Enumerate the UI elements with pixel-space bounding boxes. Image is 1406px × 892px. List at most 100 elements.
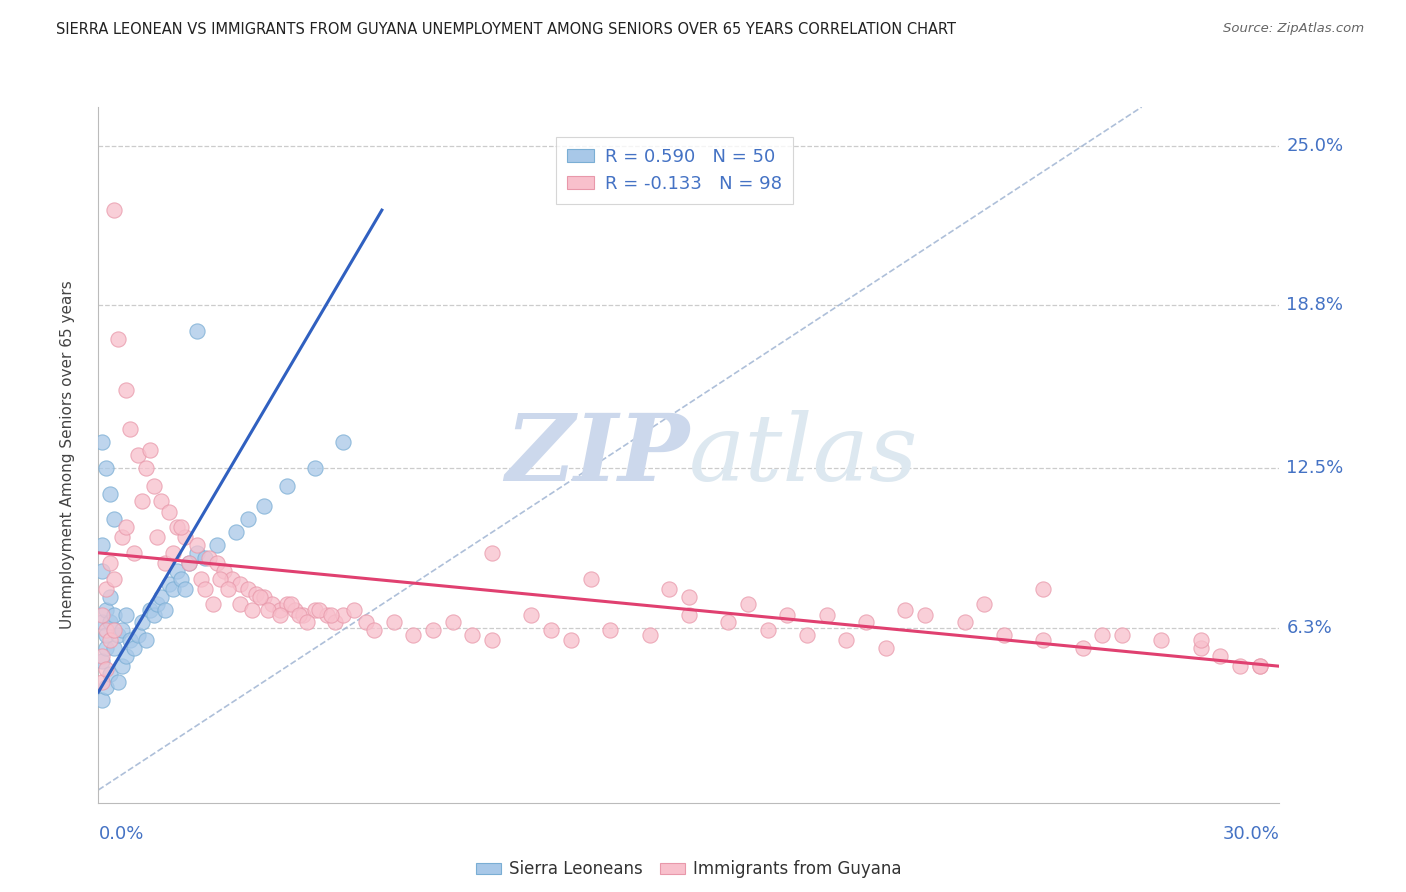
Point	[205, 538, 228, 552]
Point	[166, 520, 188, 534]
Point	[142, 479, 165, 493]
Point	[98, 590, 121, 604]
Point	[103, 512, 125, 526]
Point	[382, 615, 405, 630]
Point	[269, 607, 291, 622]
Point	[481, 633, 503, 648]
Point	[118, 422, 141, 436]
Point	[98, 556, 121, 570]
Point	[197, 551, 219, 566]
Point	[256, 602, 278, 616]
Point	[236, 512, 259, 526]
Point	[98, 633, 121, 648]
Point	[1229, 659, 1251, 673]
Point	[276, 598, 298, 612]
Point	[1150, 633, 1173, 648]
Point	[240, 602, 263, 616]
Point	[236, 582, 259, 596]
Point	[855, 615, 877, 630]
Point	[127, 628, 149, 642]
Point	[717, 615, 740, 630]
Point	[166, 564, 188, 578]
Point	[520, 607, 543, 622]
Point	[111, 623, 134, 637]
Point	[96, 641, 118, 656]
Point	[142, 607, 165, 622]
Point	[103, 623, 125, 637]
Point	[835, 633, 858, 648]
Point	[304, 460, 326, 475]
Point	[111, 530, 134, 544]
Point	[170, 520, 193, 534]
Point	[225, 525, 247, 540]
Point	[678, 590, 700, 604]
Point	[319, 607, 342, 622]
Point	[201, 598, 224, 612]
Point	[91, 648, 114, 663]
Point	[111, 659, 134, 673]
Point	[269, 602, 291, 616]
Point	[540, 623, 562, 637]
Point	[284, 602, 307, 616]
Point	[96, 680, 118, 694]
Point	[756, 623, 779, 637]
Point	[481, 546, 503, 560]
Point	[332, 607, 354, 622]
Point	[162, 546, 184, 560]
Text: 0.0%: 0.0%	[98, 825, 143, 843]
Point	[155, 602, 177, 616]
Point	[162, 582, 184, 596]
Point	[276, 479, 298, 493]
Point	[91, 435, 114, 450]
Point	[103, 203, 125, 218]
Point	[229, 576, 252, 591]
Point	[323, 615, 346, 630]
Point	[122, 641, 145, 656]
Point	[115, 607, 138, 622]
Point	[194, 582, 217, 596]
Point	[875, 641, 897, 656]
Text: 6.3%: 6.3%	[1286, 618, 1333, 637]
Point	[332, 435, 354, 450]
Point	[217, 582, 239, 596]
Point	[815, 607, 838, 622]
Point	[91, 538, 114, 552]
Point	[177, 556, 200, 570]
Point	[91, 615, 114, 630]
Point	[894, 602, 917, 616]
Point	[194, 551, 217, 566]
Point	[441, 615, 464, 630]
Point	[599, 623, 621, 637]
Y-axis label: Unemployment Among Seniors over 65 years: Unemployment Among Seniors over 65 years	[60, 281, 75, 629]
Point	[174, 582, 197, 596]
Point	[96, 628, 118, 642]
Text: 12.5%: 12.5%	[1286, 458, 1344, 477]
Point	[737, 598, 759, 612]
Point	[174, 530, 197, 544]
Legend: Sierra Leoneans, Immigrants from Guyana: Sierra Leoneans, Immigrants from Guyana	[470, 854, 908, 885]
Point	[253, 500, 276, 514]
Point	[107, 674, 129, 689]
Point	[1249, 659, 1271, 673]
Point	[253, 590, 276, 604]
Point	[131, 494, 153, 508]
Point	[245, 587, 267, 601]
Point	[170, 572, 193, 586]
Point	[150, 590, 173, 604]
Point	[953, 615, 976, 630]
Point	[295, 615, 318, 630]
Point	[96, 582, 118, 596]
Point	[260, 598, 283, 612]
Point	[91, 674, 114, 689]
Point	[98, 615, 121, 630]
Point	[993, 628, 1015, 642]
Point	[221, 572, 243, 586]
Text: SIERRA LEONEAN VS IMMIGRANTS FROM GUYANA UNEMPLOYMENT AMONG SENIORS OVER 65 YEAR: SIERRA LEONEAN VS IMMIGRANTS FROM GUYANA…	[56, 22, 956, 37]
Point	[150, 494, 173, 508]
Point	[229, 598, 252, 612]
Point	[91, 607, 114, 622]
Point	[308, 602, 330, 616]
Point	[678, 607, 700, 622]
Point	[91, 654, 114, 668]
Point	[1091, 628, 1114, 642]
